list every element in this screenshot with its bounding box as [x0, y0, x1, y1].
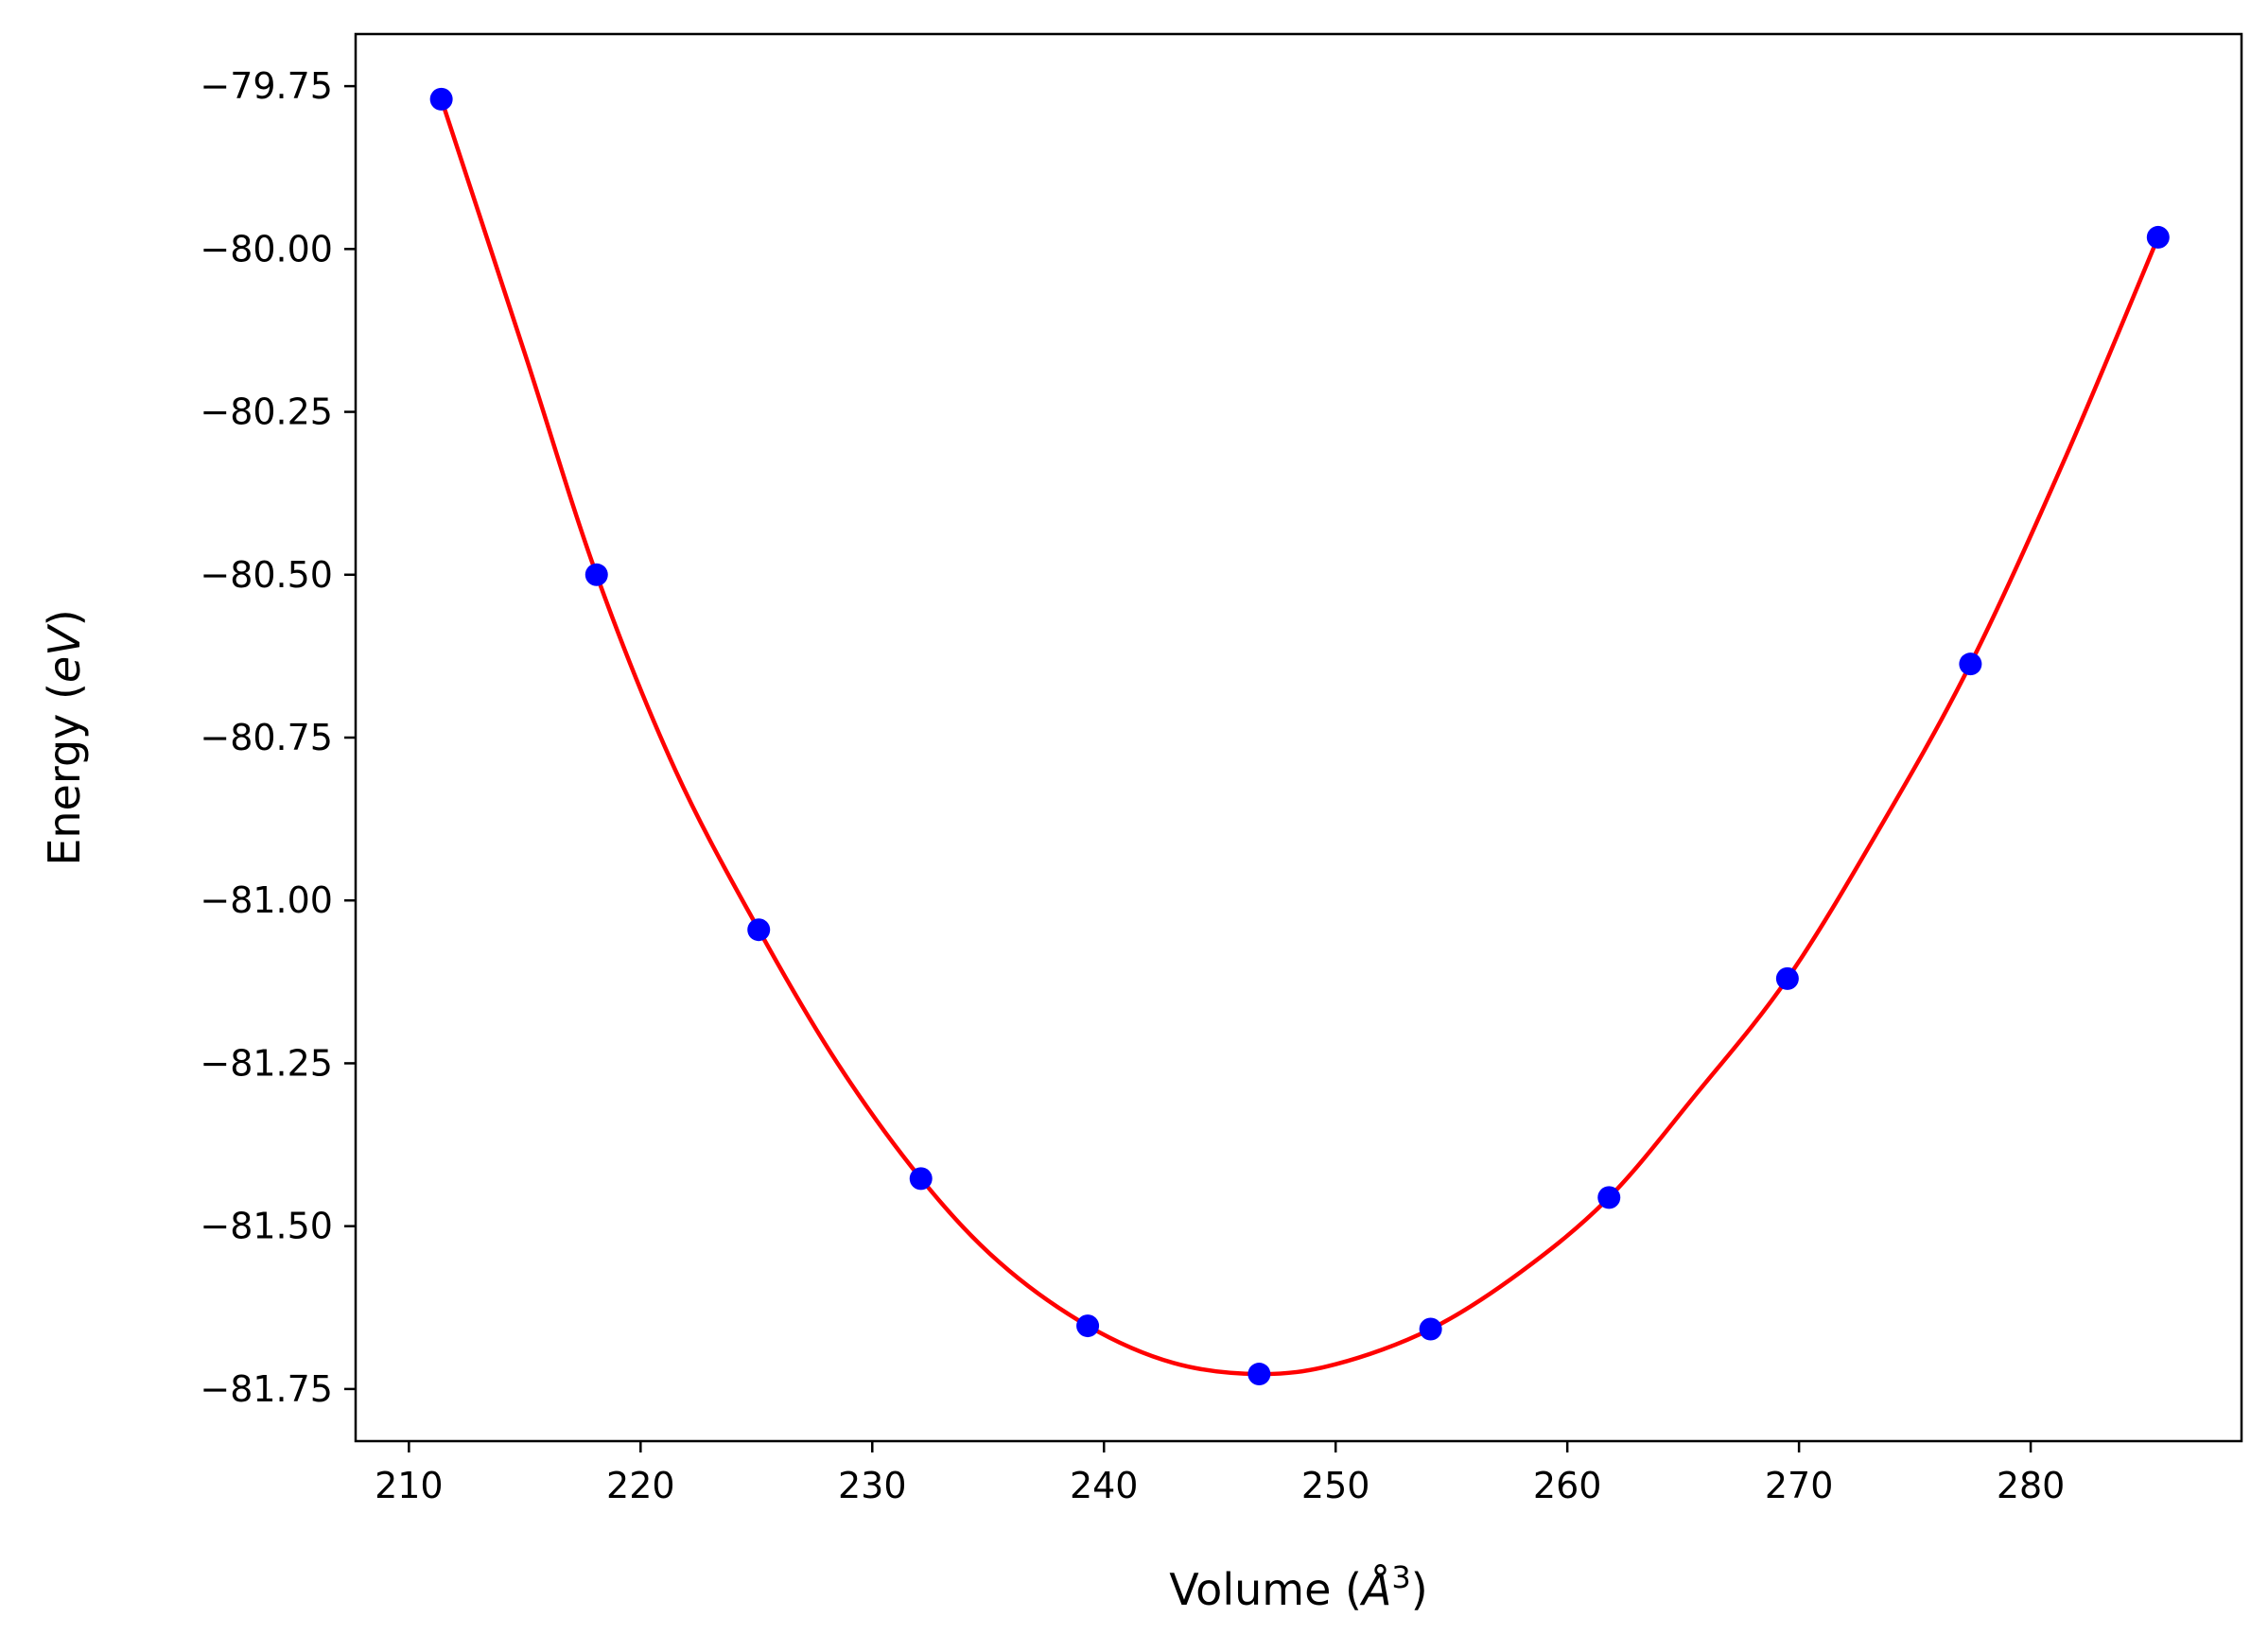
y-tick-label-7: −81.25	[200, 1042, 333, 1084]
x-tick-label-210: 210	[375, 1465, 444, 1506]
x-axis-label-symbol: Å	[1359, 1564, 1391, 1615]
y-tick-label-3: −80.25	[200, 391, 333, 433]
data-point-3	[747, 918, 771, 942]
y-tick-label-4: −80.50	[200, 554, 333, 596]
data-point-9	[1775, 966, 1799, 990]
data-point-1	[429, 87, 453, 111]
x-tick-label-260: 260	[1533, 1465, 1602, 1506]
data-point-10	[1959, 652, 1982, 676]
y-tick-label-8: −81.50	[200, 1206, 333, 1247]
y-tick-label-5: −80.75	[200, 717, 333, 758]
plot-area	[354, 32, 2243, 1443]
y-axis-label-prefix: Energy (	[39, 683, 90, 866]
data-point-8	[1597, 1186, 1621, 1209]
data-point-2	[584, 563, 608, 586]
x-tick-label-280: 280	[1997, 1465, 2066, 1506]
x-axis-ticks: 210 220 230 240 250 260 270 280	[375, 1441, 2065, 1506]
y-tick-label-1: −79.75	[200, 65, 333, 107]
data-points-layer	[429, 87, 2170, 1386]
y-axis-label: Energy (eV)	[39, 609, 90, 865]
x-tick-label-270: 270	[1765, 1465, 1834, 1506]
data-point-7	[1419, 1317, 1442, 1341]
plot-frame	[354, 32, 2243, 1443]
data-point-11	[2146, 225, 2170, 249]
x-axis-label: Volume (Å3)	[1169, 1559, 1427, 1615]
x-tick-label-230: 230	[838, 1465, 907, 1506]
data-point-5	[1076, 1314, 1100, 1338]
x-tick-label-220: 220	[606, 1465, 675, 1506]
y-axis-ticks: −79.75 −80.00 −80.25 −80.50 −80.75 −81.00 −81.…	[200, 65, 356, 1410]
x-tick-label-250: 250	[1301, 1465, 1370, 1506]
x-tick-label-240: 240	[1070, 1465, 1139, 1506]
y-axis-label-suffix: )	[39, 609, 90, 626]
data-point-6	[1247, 1363, 1271, 1386]
x-axis-label-prefix: Volume (	[1169, 1564, 1362, 1615]
y-tick-label-9: −81.75	[200, 1368, 333, 1410]
y-axis-label-symbol: eV	[39, 623, 90, 683]
y-tick-label-2: −80.00	[200, 228, 333, 270]
x-axis-label-superscript: 3	[1391, 1559, 1410, 1595]
x-axis-label-suffix: )	[1411, 1564, 1428, 1615]
data-point-4	[909, 1167, 933, 1191]
y-tick-label-6: −81.00	[200, 879, 333, 921]
